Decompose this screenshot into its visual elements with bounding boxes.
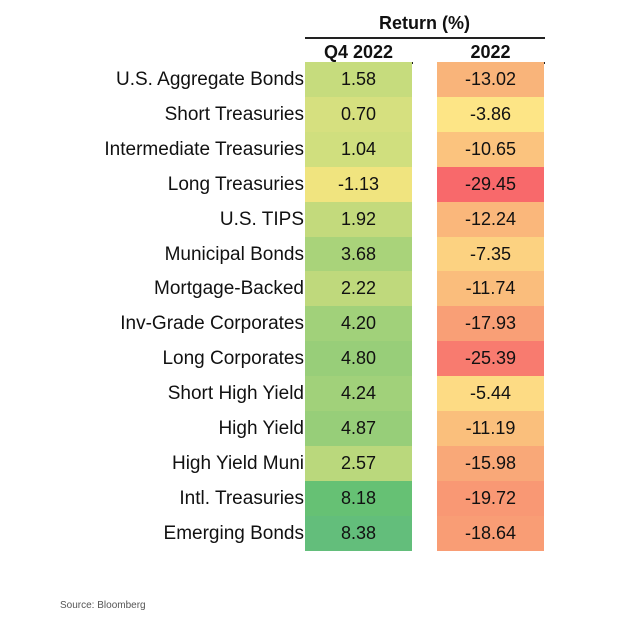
year-2022-value: -3.86 bbox=[437, 96, 544, 132]
year-2022-value: -19.72 bbox=[437, 480, 544, 516]
row-label: U.S. TIPS bbox=[219, 208, 304, 230]
q4-2022-value: 0.70 bbox=[305, 96, 412, 132]
row-label: Short High Yield bbox=[167, 383, 304, 405]
table-row: Intermediate Treasuries 1.04 -10.65 bbox=[0, 131, 624, 167]
table-row: Mortgage-Backed 2.22 -11.74 bbox=[0, 271, 624, 307]
year-2022-value: -12.24 bbox=[437, 201, 544, 237]
year-2022-value: -5.44 bbox=[437, 376, 544, 412]
row-label: High Yield Muni bbox=[171, 452, 304, 474]
year-2022-value: -11.74 bbox=[437, 271, 544, 307]
table-row: Municipal Bonds 3.68 -7.35 bbox=[0, 236, 624, 272]
year-2022-value: -7.35 bbox=[437, 236, 544, 272]
row-label: Short Treasuries bbox=[164, 103, 304, 125]
q4-2022-value: 8.38 bbox=[305, 515, 412, 551]
table-row: U.S. Aggregate Bonds 1.58 -13.02 bbox=[0, 62, 624, 97]
year-2022-value: -29.45 bbox=[437, 166, 544, 202]
year-2022-value: -15.98 bbox=[437, 445, 544, 481]
q4-2022-value: 1.92 bbox=[305, 201, 412, 237]
q4-2022-value: -1.13 bbox=[305, 166, 412, 202]
q4-2022-value: 4.24 bbox=[305, 376, 412, 412]
q4-2022-value: 4.80 bbox=[305, 341, 412, 377]
q4-2022-value: 4.20 bbox=[305, 306, 412, 342]
year-2022-value: -10.65 bbox=[437, 131, 544, 167]
q4-2022-value: 8.18 bbox=[305, 480, 412, 516]
table-row: Short High Yield 4.24 -5.44 bbox=[0, 376, 624, 412]
row-label: Emerging Bonds bbox=[163, 522, 304, 544]
table-row: Emerging Bonds 8.38 -18.64 bbox=[0, 515, 624, 551]
column-header-q4-2022: Q4 2022 bbox=[323, 42, 394, 62]
table-row: Inv-Grade Corporates 4.20 -17.93 bbox=[0, 306, 624, 342]
row-label: Long Corporates bbox=[162, 348, 304, 370]
row-label: Inv-Grade Corporates bbox=[120, 313, 304, 335]
year-2022-value: -11.19 bbox=[437, 411, 544, 446]
table-row: Intl. Treasuries 8.18 -19.72 bbox=[0, 480, 624, 516]
year-2022-value: -18.64 bbox=[437, 515, 544, 551]
table-row: High Yield 4.87 -11.19 bbox=[0, 411, 624, 446]
row-label: Intermediate Treasuries bbox=[104, 138, 304, 160]
q4-2022-value: 3.68 bbox=[305, 236, 412, 272]
table-row: Short Treasuries 0.70 -3.86 bbox=[0, 96, 624, 132]
table-row: High Yield Muni 2.57 -15.98 bbox=[0, 445, 624, 481]
row-label: Intl. Treasuries bbox=[179, 487, 304, 509]
q4-2022-value: 1.58 bbox=[305, 62, 412, 97]
title-underline bbox=[305, 37, 545, 39]
source-note: Source: Bloomberg bbox=[60, 600, 146, 611]
row-label: High Yield bbox=[218, 418, 304, 439]
q4-2022-value: 2.57 bbox=[305, 445, 412, 481]
year-2022-value: -17.93 bbox=[437, 306, 544, 342]
q4-2022-value: 4.87 bbox=[305, 411, 412, 446]
chart-title: Return (%) bbox=[379, 13, 470, 33]
year-2022-value: -13.02 bbox=[437, 62, 544, 97]
row-label: Mortgage-Backed bbox=[154, 278, 304, 300]
q4-2022-value: 2.22 bbox=[305, 271, 412, 307]
row-label: Municipal Bonds bbox=[164, 243, 304, 265]
row-label: Long Treasuries bbox=[167, 173, 304, 195]
table-row: Long Corporates 4.80 -25.39 bbox=[0, 341, 624, 377]
table-row: U.S. TIPS 1.92 -12.24 bbox=[0, 201, 624, 237]
column-header-2022: 2022 bbox=[470, 42, 511, 62]
row-label: U.S. Aggregate Bonds bbox=[115, 69, 304, 90]
table-row: Long Treasuries -1.13 -29.45 bbox=[0, 166, 624, 202]
year-2022-value: -25.39 bbox=[437, 341, 544, 377]
q4-2022-value: 1.04 bbox=[305, 131, 412, 167]
